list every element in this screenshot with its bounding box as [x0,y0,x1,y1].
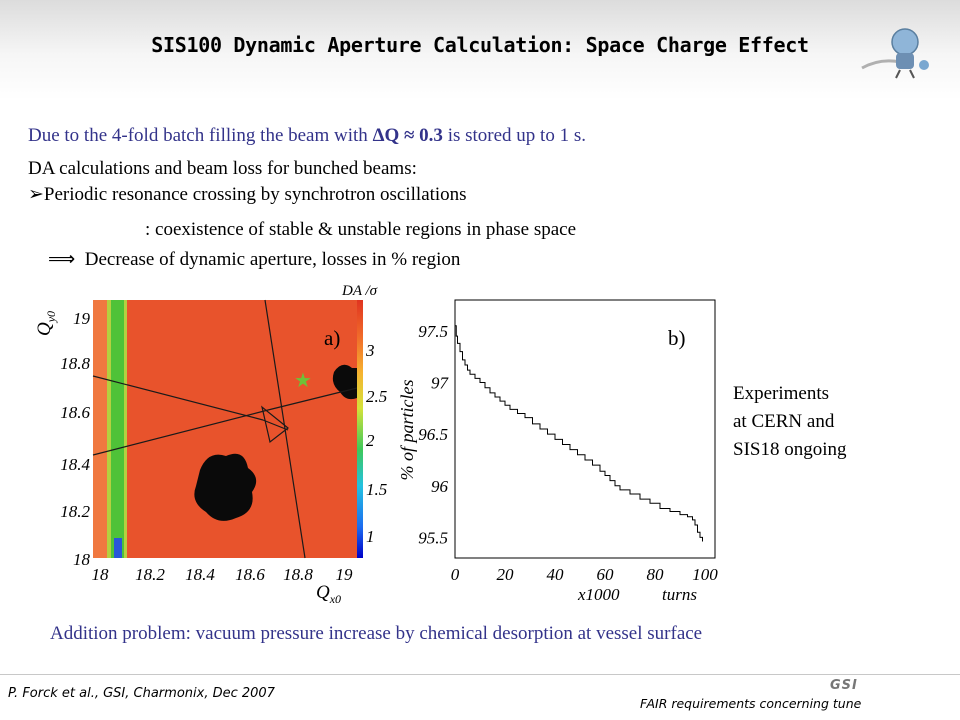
plot-a-x-tick: 18 [92,565,110,584]
bullet-resonance-crossing: ➢Periodic resonance crossing by synchrot… [28,183,467,207]
plot-a-resonance-lines [92,299,358,559]
text-line-1-suffix: is stored up to 1 s. [442,125,586,146]
footer-divider [0,674,960,675]
text-line-5: Decrease of dynamic aperture, losses in … [84,249,461,270]
side-note-line: SIS18 ongoing [733,439,847,460]
header-band [0,0,960,100]
plot-b-y-tick: 95.5 [418,528,448,547]
plot-b-y-tick-labels: 97.5 97 96.5 96 95.5 [418,322,449,547]
plot-a-y-tick-labels: 19 18.8 18.6 18.4 18.2 18 [60,309,90,569]
mascot-logo [861,28,929,79]
colorbar [357,300,363,558]
plot-a-panel-label: a) [324,326,340,350]
plot-b: b) 97.5 97 96.5 96 95.5 0 20 40 60 80 10… [397,299,719,604]
plot-a-y-tick: 18.4 [60,455,90,474]
side-note-line: at CERN and [733,411,835,432]
side-note-line: Experiments [733,383,830,404]
text-line-1-prefix: Due to the 4-fold batch filling the beam… [28,125,373,146]
plot-a-y-tick: 18.6 [60,403,90,422]
text-line-coexistence: : coexistence of stable & unstable regio… [145,219,577,240]
plot-a-unstable-island [194,453,257,521]
text-line-batch-filling: Due to the 4-fold batch filling the beam… [28,124,586,148]
plot-b-x-label-scale: x1000 [577,585,620,604]
plot-b-frame [454,299,716,559]
side-note: Experiments at CERN and SIS18 ongoing [733,380,847,464]
slide-title: SIS100 Dynamic Aperture Calculation: Spa… [151,33,809,57]
colorbar-tick: 1.5 [366,480,387,499]
bullet-arrow-icon: ➢ [28,184,44,205]
text-line-decrease: ⟹ Decrease of dynamic aperture, losses i… [48,248,460,272]
plot-b-y-tick: 97 [431,374,450,393]
text-line-3: Periodic resonance crossing by synchrotr… [43,184,467,205]
plot-b-panel-label: b) [668,326,686,350]
colorbar-label: DA /σ [341,283,378,299]
bottom-note: Addition problem: vacuum pressure increa… [50,623,703,644]
plot-b-y-axis-label: % of particles [397,380,417,481]
plot-a-x-tick: 18.4 [185,565,215,584]
colorbar-tick: 3 [365,341,375,360]
plot-b-y-tick: 96 [431,477,449,496]
figure-plots: ★ a) DA /σ 3 2.5 2 1.5 1 19 [30,280,720,615]
plot-a-x-axis-label: Qx0 [316,582,341,606]
plot-b-x-label-unit: turns [662,585,697,604]
plot-b-curve [455,325,703,542]
footer-citation: P. Forck et al., GSI, Charmonix, Dec 200… [8,686,275,701]
plot-a-unstable-edge [332,364,357,400]
tune-spread-value: ΔQ ≈ 0.3 [372,125,443,146]
text-line-da-calculations: DA calculations and beam loss for bunche… [28,158,417,179]
plot-a-x-tick: 18.8 [283,565,313,584]
plot-b-x-tick: 0 [451,565,460,584]
plot-b-x-tick-labels: 0 20 40 60 80 100 [451,565,719,584]
colorbar-tick: 2.5 [366,387,387,406]
plot-a-y-tick: 18.2 [60,502,90,521]
plot-a-marker: ★ [294,368,312,392]
plot-a-x-tick: 18.2 [135,565,165,584]
footer-topic: FAIR requirements concerning tune [640,696,862,711]
plot-a-band-tail [114,538,122,558]
plot-a-y-axis-label: Qy0 [34,311,58,336]
implies-arrow-icon: ⟹ [48,249,76,270]
plot-b-x-tick: 40 [547,565,565,584]
plot-a-edge-region [93,300,107,558]
colorbar-tick-labels: 3 2.5 2 1.5 1 [365,341,387,546]
plot-a-y-tick: 19 [73,309,91,328]
gsi-logo: GSI [830,678,858,693]
plot-b-y-tick: 97.5 [418,322,448,341]
plot-b-x-tick: 80 [647,565,665,584]
plot-a-y-tick: 18.8 [60,354,90,373]
plot-b-x-tick: 100 [692,565,718,584]
plot-b-x-tick: 60 [597,565,615,584]
plot-a-y-tick: 18 [73,550,91,569]
plot-b-y-tick: 96.5 [418,425,448,444]
plot-a-band [111,300,124,558]
colorbar-tick: 1 [366,527,375,546]
plot-a-x-tick: 18.6 [235,565,265,584]
colorbar-tick: 2 [366,431,375,450]
plot-a-x-tick: 19 [336,565,354,584]
plot-a-x-tick-labels: 18 18.2 18.4 18.6 18.8 19 [92,565,354,584]
plot-b-x-tick: 20 [497,565,515,584]
